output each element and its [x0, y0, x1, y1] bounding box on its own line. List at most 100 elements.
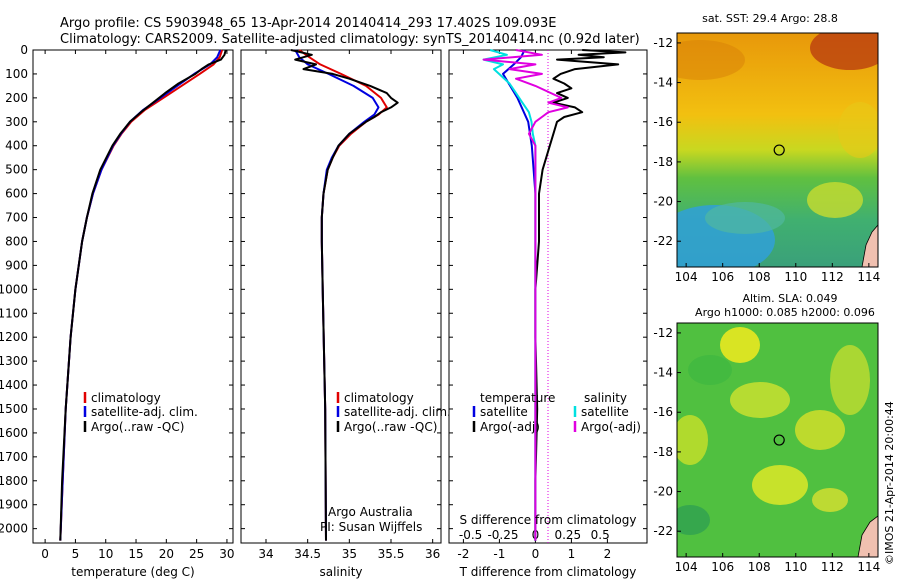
depth-tick-label: 0 [20, 43, 28, 57]
difference-x-axis: -2 -1 0 1 2-0.5 -0.25 0 0.25 0.5 [457, 50, 611, 561]
s-difference-label: S difference from climatology [460, 513, 637, 527]
legend-label-argo: Argo(..raw -QC) [344, 420, 437, 434]
t-difference-tick-label: 2 [604, 547, 612, 561]
salinity-tick-label: 34 [258, 547, 273, 561]
salinity-tick-label: 34.5 [294, 547, 321, 561]
legend-label-s-satellite: satellite [581, 405, 629, 419]
map-y-tick-label: -18 [653, 155, 673, 169]
sla-map-ticks: 104 106 108 110 112 114 -12 -14 -16 -18 -20 -22 [653, 326, 880, 574]
temperature-series [59, 49, 227, 541]
sla-field [677, 323, 878, 557]
t-difference-tick-label: -2 [457, 547, 469, 561]
legend-label-t-satellite: satellite [480, 405, 528, 419]
map-x-tick-label: 114 [857, 560, 880, 574]
map-x-tick-label: 104 [675, 560, 698, 574]
map-x-tick-label: 110 [784, 270, 807, 284]
depth-axis: 0 100 200 300 400 500 600 700 800 900 1000 1100 1200… [0, 43, 233, 536]
sla-map-panel: Altim. SLA: 0.049 Argo h1000: 0.085 h200… [653, 292, 880, 574]
legend-title-temperature: temperature [480, 391, 555, 405]
s-difference-tick-label: -0.5 [459, 528, 482, 542]
depth-tick-label: 800 [5, 234, 28, 248]
salinity-legend: climatology satellite-adj. clim. Argo(..… [336, 391, 451, 434]
depth-tick-label: 2000 [0, 522, 28, 536]
title-line-1: Argo profile: CS 5903948_65 13-Apr-2014 … [60, 16, 556, 31]
map-y-tick-label: -14 [653, 76, 673, 90]
temperature-tick-label: 15 [128, 547, 143, 561]
annotation-pi: PI: Susan Wijffels [320, 520, 422, 534]
temperature-tick-label: 0 [41, 547, 49, 561]
depth-tick-label: 200 [5, 91, 28, 105]
depth-tick-label: 1600 [0, 426, 28, 440]
map-x-tick-label: 108 [748, 270, 771, 284]
s-difference-tick-label: 0.25 [554, 528, 581, 542]
depth-tick-label: 700 [5, 211, 28, 225]
sst-map-ticks: 104 106 108 110 112 114 -12 -14 -16 -18 -20 -22 [653, 36, 880, 284]
legend-label-t-argo: Argo(-adj) [480, 420, 540, 434]
map-y-tick-label: -16 [653, 115, 673, 129]
temperature-tick-label: 30 [219, 547, 234, 561]
temperature-legend: climatology satellite-adj. clim. Argo(..… [83, 391, 198, 434]
depth-tick-label: 1200 [0, 330, 28, 344]
map-y-tick-label: -20 [653, 195, 673, 209]
depth-tick-label: 1100 [0, 306, 28, 320]
map-x-tick-label: 114 [857, 270, 880, 284]
legend-label-s-argo: Argo(-adj) [581, 420, 641, 434]
series-line-t-argo-adj [534, 49, 627, 541]
map-x-tick-label: 110 [784, 560, 807, 574]
t-difference-label: T difference from climatology [459, 565, 637, 579]
temperature-x-axis: 0 5 10 15 20 25 30 [41, 50, 235, 561]
title-line-2: Climatology: CARS2009. Satellite-adjuste… [60, 32, 640, 47]
salinity-axes-frame [240, 49, 442, 544]
sla-map-title-2: Argo h1000: 0.085 h2000: 0.096 [695, 306, 875, 319]
map-x-tick-label: 108 [748, 560, 771, 574]
s-difference-tick-label: -0.25 [487, 528, 518, 542]
map-x-tick-label: 104 [675, 270, 698, 284]
difference-y-ticks [449, 49, 647, 530]
legend-label-climatology: climatology [344, 391, 414, 405]
argo-location-marker [773, 434, 785, 446]
temperature-tick-label: 20 [159, 547, 174, 561]
temperature-axes-frame [32, 49, 234, 544]
map-y-tick-label: -20 [653, 485, 673, 499]
map-y-tick-label: -12 [653, 36, 673, 50]
depth-tick-label: 600 [5, 187, 28, 201]
temperature-tick-label: 5 [72, 547, 80, 561]
salinity-panel: 34 34.5 35 35.5 36 climatology satellite-adj… [240, 49, 451, 579]
annotation-argo-australia: Argo Australia [328, 505, 413, 519]
depth-tick-label: 1300 [0, 354, 28, 368]
temperature-panel: 0100200300400500600700800900100011001200… [0, 43, 235, 579]
map-y-tick-label: -22 [653, 234, 673, 248]
difference-panel: -2 -1 0 1 2-0.5 -0.25 0 0.25 0.5 temperature sal… [448, 49, 648, 579]
map-x-tick-label: 112 [821, 560, 844, 574]
t-difference-tick-label: -1 [493, 547, 505, 561]
salinity-tick-label: 35 [342, 547, 357, 561]
legend-label-argo: Argo(..raw -QC) [91, 420, 184, 434]
series-line-argo-raw-qc [59, 49, 227, 541]
map-x-tick-label: 106 [711, 270, 734, 284]
depth-tick-label: 900 [5, 258, 28, 272]
series-line-argo-raw-qc [290, 49, 399, 541]
map-y-tick-label: -18 [653, 445, 673, 459]
legend-label-satellite-adj: satellite-adj. clim. [344, 405, 451, 419]
t-difference-tick-label: 0 [532, 547, 540, 561]
map-x-tick-label: 106 [711, 560, 734, 574]
map-y-tick-label: -22 [653, 524, 673, 538]
legend-label-climatology: climatology [91, 391, 161, 405]
salinity-xlabel: salinity [319, 565, 362, 579]
map-y-tick-label: -12 [653, 326, 673, 340]
t-difference-tick-label: 1 [568, 547, 576, 561]
sst-map-panel: sat. SST: 29.4 Argo: 28.8 104 106 108 110 11… [653, 12, 880, 284]
depth-tick-label: 100 [5, 67, 28, 81]
salinity-series [290, 49, 399, 541]
depth-tick-label: 1800 [0, 474, 28, 488]
imos-timestamp: ©IMOS 21-Apr-2014 20:00:44 [883, 401, 896, 565]
sst-map-title: sat. SST: 29.4 Argo: 28.8 [702, 12, 838, 25]
temperature-xlabel: temperature (deg C) [71, 565, 194, 579]
difference-legend: temperature salinity satellite Argo(-adj… [472, 391, 641, 434]
sla-map-title-1: Altim. SLA: 0.049 [742, 292, 837, 305]
depth-tick-label: 300 [5, 115, 28, 129]
salinity-tick-label: 35.5 [378, 547, 405, 561]
legend-title-salinity: salinity [584, 391, 627, 405]
map-y-tick-label: -16 [653, 405, 673, 419]
